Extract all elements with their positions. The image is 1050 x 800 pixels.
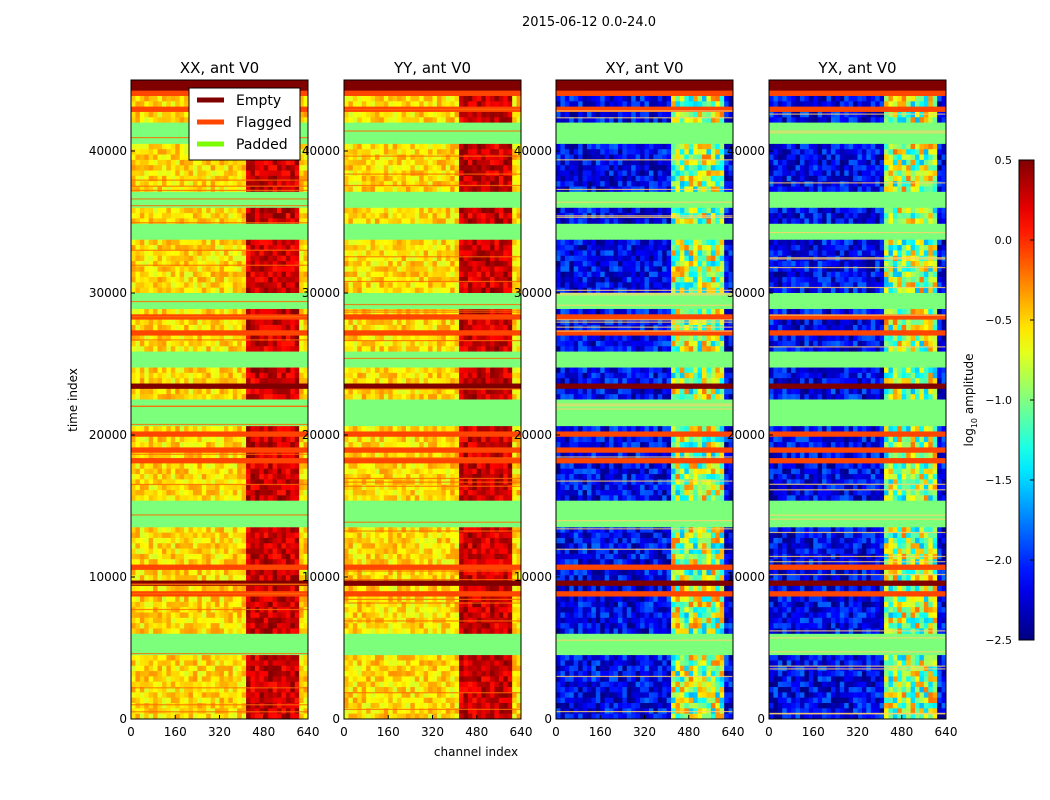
y-tick-label: 20000 [89, 428, 127, 442]
y-axis-label: time index [66, 368, 80, 432]
y-tick-label: 40000 [514, 144, 552, 158]
y-tick-label: 0 [332, 712, 340, 726]
x-tick-label: 160 [589, 725, 612, 739]
x-tick-label: 160 [164, 725, 187, 739]
colorbar-tick-label: −2.0 [985, 554, 1012, 567]
colorbar-label: log10 amplitude [962, 354, 979, 447]
x-tick-label: 160 [802, 725, 825, 739]
colorbar: 0.5 0.0 −0.5 −1.0 −1.5 −2.0 −2.5 log10 amplitud… [962, 154, 1035, 647]
y-tick-label: 10000 [302, 570, 340, 584]
heatmap-image [131, 80, 308, 719]
y-tick-label: 20000 [727, 428, 765, 442]
x-tick-label: 160 [377, 725, 400, 739]
panel-1: XX, ant V0 0 160 320 480 640 0 10000 20000 30000 4… [66, 59, 319, 739]
heatmap-image [344, 80, 521, 719]
y-tick-label: 0 [119, 712, 127, 726]
colorbar-tick-label: −1.5 [985, 474, 1012, 487]
x-tick-label: 480 [890, 725, 913, 739]
y-tick-label: 10000 [89, 570, 127, 584]
y-tick-label: 0 [757, 712, 765, 726]
y-tick-label: 0 [544, 712, 552, 726]
x-tick-label: 480 [252, 725, 275, 739]
colorbar-tick-label: 0.5 [995, 154, 1013, 167]
legend-label: Flagged [236, 115, 292, 131]
x-tick-label: 320 [208, 725, 231, 739]
x-tick-label: 320 [633, 725, 656, 739]
panel-2: YY, ant V0 0 160 320 480 640 0 10000 20000 30000 4… [302, 59, 533, 759]
heatmap-image [769, 80, 946, 719]
panel-title: YX, ant V0 [817, 59, 896, 77]
y-tick-label: 30000 [89, 286, 127, 300]
y-tick-label: 30000 [514, 286, 552, 300]
x-tick-label: 480 [465, 725, 488, 739]
x-tick-label: 0 [127, 725, 135, 739]
heatmap-image [556, 80, 733, 719]
x-tick-label: 640 [935, 725, 958, 739]
y-tick-label: 10000 [514, 570, 552, 584]
y-tick-label: 30000 [727, 286, 765, 300]
x-tick-label: 480 [677, 725, 700, 739]
colorbar-tick-label: −1.0 [985, 394, 1012, 407]
colorbar-tick-label: −2.5 [985, 634, 1012, 647]
panel-title: XX, ant V0 [180, 59, 259, 77]
x-tick-label: 0 [765, 725, 773, 739]
panels: XX, ant V0 0 160 320 480 640 0 10000 20000 30000 4… [66, 59, 957, 759]
x-axis-label: channel index [434, 745, 518, 759]
panel-title: XY, ant V0 [605, 59, 683, 77]
x-tick-label: 320 [846, 725, 869, 739]
panel-3: XY, ant V0 0 160 320 480 640 0 10000 20000 30000 4… [514, 59, 745, 739]
y-tick-label: 40000 [89, 144, 127, 158]
y-tick-label: 20000 [302, 428, 340, 442]
y-tick-label: 40000 [727, 144, 765, 158]
x-tick-label: 0 [552, 725, 560, 739]
x-tick-label: 640 [297, 725, 320, 739]
x-tick-label: 320 [421, 725, 444, 739]
figure-suptitle: 2015-06-12 0.0-24.0 [522, 15, 656, 30]
y-tick-label: 10000 [727, 570, 765, 584]
x-tick-label: 0 [340, 725, 348, 739]
legend: Empty Flagged Padded [188, 87, 301, 161]
panel-4: YX, ant V0 0 160 320 480 640 0 10000 20000 30000 4… [727, 59, 958, 739]
x-tick-label: 640 [722, 725, 745, 739]
y-tick-label: 30000 [302, 286, 340, 300]
colorbar-tick-label: 0.0 [995, 234, 1013, 247]
y-tick-label: 40000 [302, 144, 340, 158]
colorbar-tick-label: −0.5 [985, 314, 1012, 327]
legend-label: Empty [236, 93, 281, 109]
x-tick-label: 640 [510, 725, 533, 739]
panel-title: YY, ant V0 [393, 59, 471, 77]
y-tick-label: 20000 [514, 428, 552, 442]
legend-label: Padded [236, 137, 288, 153]
